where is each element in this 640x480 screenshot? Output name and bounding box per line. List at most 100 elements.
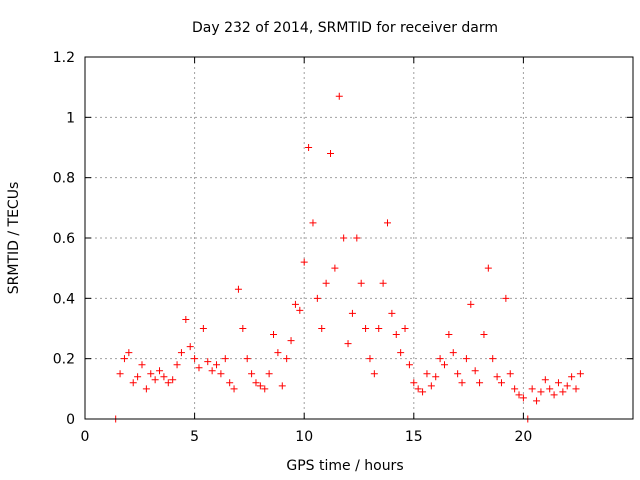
data-point: [436, 355, 444, 363]
data-point: [423, 370, 431, 378]
data-point: [379, 279, 387, 287]
data-point: [186, 343, 194, 351]
x-tick-label: 20: [514, 429, 532, 445]
data-point: [243, 355, 251, 363]
data-point: [296, 306, 304, 314]
data-point: [502, 294, 510, 302]
data-point: [388, 309, 396, 317]
data-point: [383, 219, 391, 227]
data-point: [467, 300, 475, 308]
data-point: [554, 379, 562, 387]
data-point: [335, 92, 343, 100]
data-point: [519, 394, 527, 402]
data-point: [291, 300, 299, 308]
data-point: [497, 379, 505, 387]
data-point: [471, 367, 479, 375]
data-point: [195, 364, 203, 372]
data-point: [278, 382, 286, 390]
data-point: [239, 325, 247, 332]
data-point: [226, 379, 234, 387]
data-point: [550, 391, 558, 399]
data-point: [568, 373, 576, 381]
data-point: [405, 361, 413, 369]
data-point: [322, 279, 330, 287]
x-axis-label: GPS time / hours: [286, 458, 403, 474]
data-point: [537, 388, 545, 396]
x-tick-label: 0: [81, 429, 90, 445]
y-tick-label: 1: [66, 110, 75, 126]
data-point: [142, 385, 150, 393]
data-point: [541, 376, 549, 384]
data-point: [489, 355, 497, 363]
data-point: [313, 294, 321, 302]
data-point: [116, 370, 124, 378]
data-point: [458, 379, 466, 387]
data-point: [397, 349, 405, 357]
data-point: [414, 385, 422, 393]
data-point: [410, 379, 418, 387]
data-point: [572, 385, 580, 393]
data-point: [445, 331, 453, 339]
data-point: [392, 331, 400, 339]
data-point: [191, 355, 199, 363]
data-point: [270, 331, 278, 339]
data-point: [454, 370, 462, 378]
data-point: [208, 367, 216, 375]
data-point: [169, 376, 177, 384]
data-point: [182, 315, 190, 323]
data-point: [147, 370, 155, 378]
data-point: [480, 331, 488, 339]
axis-ticks: 0 0.2 0.4 0.6 0.8 1 1.2 0 5 10 15 20: [53, 50, 633, 445]
data-point: [484, 264, 492, 272]
data-point: [493, 373, 501, 381]
data-point: [362, 325, 370, 332]
data-point: [221, 355, 229, 363]
x-tick-label: 10: [295, 429, 313, 445]
data-point: [283, 355, 291, 363]
data-point: [164, 379, 172, 387]
data-point: [213, 361, 221, 369]
data-point: [160, 373, 168, 381]
data-point: [204, 358, 212, 366]
data-point: [129, 379, 137, 387]
data-point: [177, 349, 185, 357]
data-point: [309, 219, 317, 227]
data-point: [138, 361, 146, 369]
data-point: [300, 258, 308, 266]
data-point: [151, 376, 159, 384]
data-point: [476, 379, 484, 387]
data-point: [427, 382, 435, 390]
data-point: [546, 385, 554, 393]
data-point: [199, 325, 207, 332]
data-point: [134, 373, 142, 381]
y-tick-label: 0: [66, 412, 75, 428]
x-tick-label: 15: [405, 429, 423, 445]
gridlines: [85, 57, 633, 419]
data-point: [173, 361, 181, 369]
data-point: [287, 337, 295, 345]
data-point: [217, 370, 225, 378]
y-tick-label: 0.2: [53, 352, 75, 368]
data-point: [156, 367, 164, 375]
data-point: [318, 325, 326, 332]
data-point: [440, 361, 448, 369]
data-point: [375, 325, 383, 332]
data-point: [348, 309, 356, 317]
data-point: [462, 355, 470, 363]
data-point: [230, 385, 238, 393]
data-point: [432, 373, 440, 381]
y-axis-label: SRMTID / TECUs: [6, 182, 22, 295]
data-point: [559, 388, 567, 396]
x-tick-label: 5: [190, 429, 199, 445]
data-point: [515, 391, 523, 399]
data-point: [120, 355, 128, 363]
data-point: [563, 382, 571, 390]
data-point: [449, 349, 457, 357]
data-point: [576, 370, 584, 378]
data-point: [533, 397, 541, 405]
data-point: [327, 150, 335, 158]
data-point: [353, 234, 361, 242]
data-point: [234, 285, 242, 293]
data-point: [252, 379, 260, 387]
